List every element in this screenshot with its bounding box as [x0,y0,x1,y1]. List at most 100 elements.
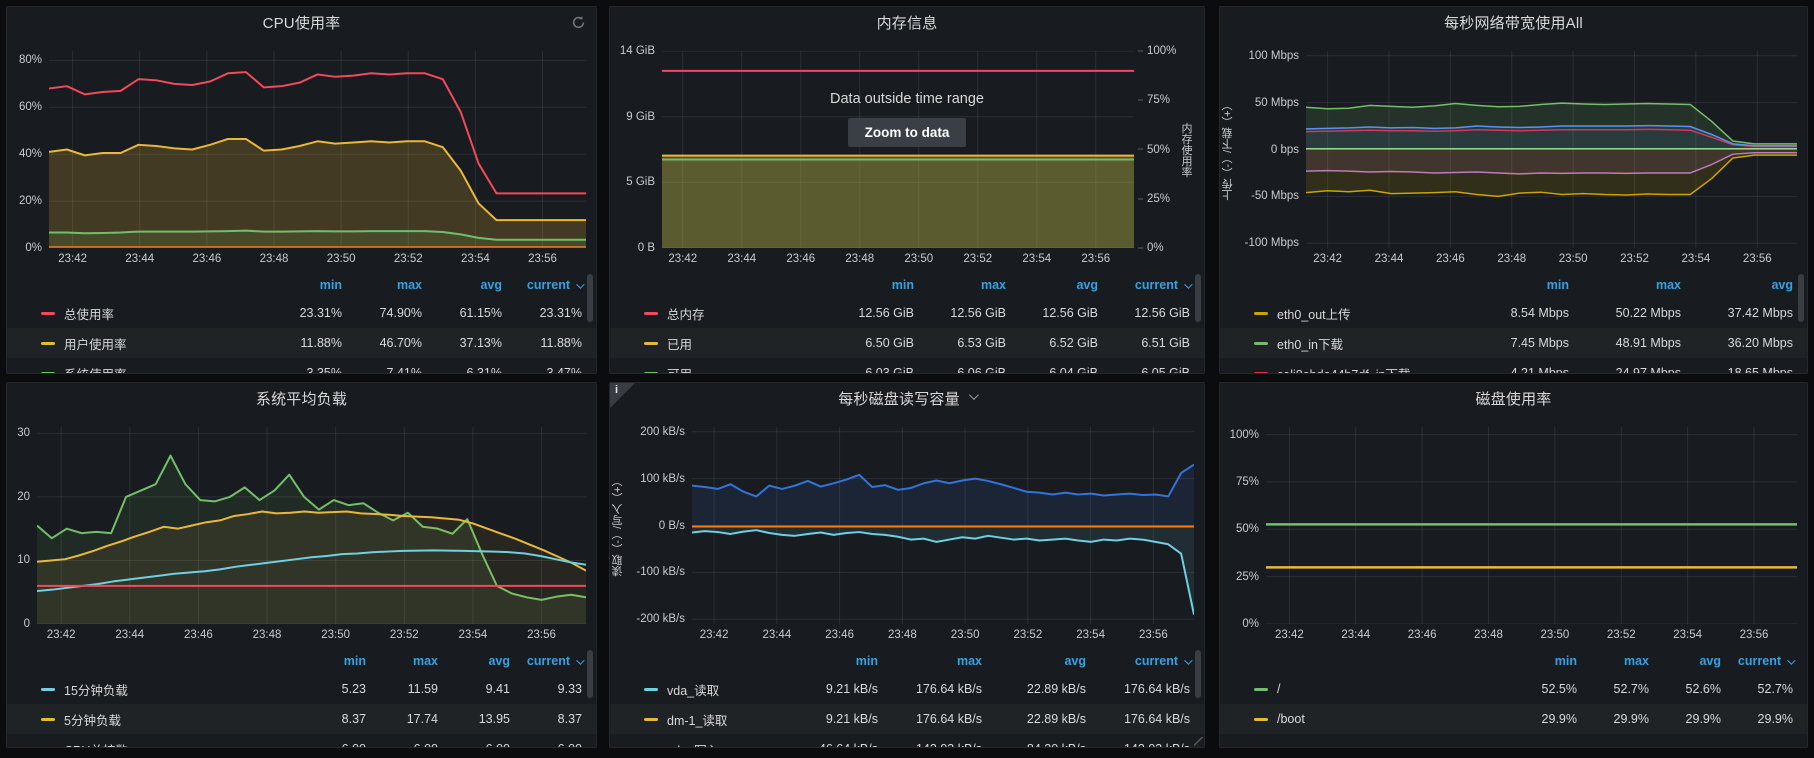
legend-sort-min[interactable]: min [891,278,914,292]
right-y-tick-label: 75% [1138,94,1170,106]
legend-row: 总内存 12.56 GiB 12.56 GiB 12.56 GiB 12.56 GiB [610,298,1204,328]
x-tick-label: 23:50 [326,253,356,265]
panel-title[interactable]: 每秒磁盘读写容量 [838,388,979,409]
legend-sort-min[interactable]: min [1546,278,1569,292]
legend-sort-current[interactable]: current [510,654,585,668]
legend-sort-current[interactable]: current [1086,654,1193,668]
series-label[interactable]: / [1277,682,1281,696]
series-label[interactable]: 总使用率 [64,307,115,322]
y-tick-label: 80% [18,54,42,67]
panel-header: 系统平均负载 [7,383,596,413]
legend-value: 24.97 Mbps [1615,366,1681,373]
legend-sort-avg[interactable]: avg [1076,278,1098,292]
legend-row: 用户使用率 11.88% 46.70% 37.13% 11.88% [7,328,596,358]
legend-value: 6.00 [438,742,510,747]
legend-scrollbar[interactable] [587,274,593,322]
series-label[interactable]: 用户使用率 [64,337,127,352]
legend-sort-max[interactable]: max [412,654,438,668]
disk-plot-area[interactable] [1266,427,1797,624]
legend-sort-max[interactable]: max [396,278,422,292]
panel-title[interactable]: CPU使用率 [262,14,341,32]
diskio-plot-area[interactable] [692,427,1194,624]
legend-value: 9.21 kB/s [825,712,878,726]
series-label[interactable]: 已用 [667,337,693,352]
refresh-icon[interactable] [571,15,586,30]
series-label[interactable]: 总内存 [667,307,705,322]
panel-title[interactable]: 系统平均负载 [255,390,348,408]
cpu-legend: min max avg current 总使用率 23.31% 74.90% 61.15% 23… [7,272,596,373]
legend-value: 52.7% [1757,682,1793,696]
legend-sort-current[interactable]: current [502,278,585,292]
legend-value: 6.06 GiB [957,366,1006,373]
panel-network-bandwidth: 每秒网络带宽使用All 上传（-）/下载（+） -100 Mbps -50 Mbps… [1219,6,1808,374]
x-tick-label: 23:44 [125,253,155,265]
cpu-plot-area[interactable] [49,51,586,248]
legend-sort-current[interactable]: current [1721,654,1796,668]
x-tick-label: 23:46 [192,253,222,265]
series-label[interactable]: eth0_in下载 [1277,337,1344,352]
y-tick-label: 50% [1235,523,1259,536]
x-tick-label: 23:54 [458,629,488,641]
x-tick-label: 23:42 [1313,253,1342,265]
legend-value: 23.31% [539,306,582,320]
legend-sort-avg[interactable]: avg [480,278,502,292]
legend-value: 7.45 Mbps [1510,336,1569,350]
y-tick-label: 25% [1235,570,1259,583]
series-label[interactable]: /boot [1277,712,1305,726]
series-label[interactable]: CPU总核数 [64,740,294,748]
load-chart: 0 10 20 30 23:42 23:44 23:46 23:48 23:50 23:52 23:… [7,413,596,648]
legend-scrollbar[interactable] [587,650,593,698]
y-tick-label: 100 Mbps [1248,49,1299,62]
series-color-swatch [1254,311,1268,315]
series-label[interactable]: cali8ebda44b7df_in下载 [1277,364,1457,374]
legend-sort-avg[interactable]: avg [488,654,510,668]
series-label[interactable]: 5分钟负载 [64,713,121,728]
series-label[interactable]: 15分钟负载 [64,683,128,698]
panel-title[interactable]: 磁盘使用率 [1475,390,1552,408]
series-label[interactable]: 系统使用率 [64,364,262,374]
panel-resize-handle[interactable] [1194,737,1204,747]
legend-sort-max[interactable]: max [1655,278,1681,292]
x-tick-label: 23:44 [115,629,145,641]
legend-scrollbar[interactable] [1798,274,1804,322]
legend-sort-max[interactable]: max [956,654,982,668]
legend-value: 12.56 GiB [1134,306,1190,320]
x-tick-label: 23:42 [46,629,76,641]
data-outside-range-overlay: Data outside time range Zoom to data [830,91,984,147]
series-label[interactable]: eth0_out上传 [1277,307,1351,322]
panel-title[interactable]: 每秒网络带宽使用All [1444,14,1583,32]
series-color-swatch [644,717,658,721]
legend-sort-avg[interactable]: avg [1699,654,1721,668]
legend-sort-avg[interactable]: avg [1771,278,1793,292]
legend-sort-min[interactable]: min [855,654,878,668]
series-label[interactable]: 可用 [667,364,822,374]
legend-sort-max[interactable]: max [980,278,1006,292]
zoom-to-data-button[interactable]: Zoom to data [847,118,967,147]
legend-value: 11.59 [407,682,438,696]
series-label[interactable]: vda_写入 [667,740,774,748]
legend-sort-min[interactable]: min [319,278,342,292]
network-plot-area[interactable] [1306,51,1797,248]
panel-title[interactable]: 内存信息 [876,14,938,32]
x-tick-label: 23:48 [845,253,875,265]
series-label[interactable]: dm-1_读取 [667,713,728,728]
legend-value: 3.35% [306,366,342,373]
legend-scrollbar[interactable] [1195,274,1201,322]
memory-plot-area[interactable] [662,51,1134,248]
y-tick-label: -100 kB/s [636,566,685,579]
legend-value: 36.20 Mbps [1727,336,1793,350]
legend-sort-min[interactable]: min [1554,654,1577,668]
right-y-axis-label: 内存使用率 [1180,122,1192,177]
y-axis-label: 读取（-）/写入（+） [612,474,624,577]
y-tick-label: 5 GiB [626,176,655,189]
y-tick-label: 0 B [637,242,655,254]
legend-sort-min[interactable]: min [343,654,366,668]
load-plot-area[interactable] [37,427,586,624]
legend-scrollbar[interactable] [1195,650,1201,698]
series-label[interactable]: vda_读取 [667,683,720,698]
legend-sort-max[interactable]: max [1623,654,1649,668]
legend-sort-avg[interactable]: avg [1064,654,1086,668]
legend-row: vda_写入46.64 kB/s142.93 kB/s84.20 kB/s142… [610,734,1204,747]
legend-sort-current[interactable]: current [1098,278,1193,292]
panel-system-load: 系统平均负载 0 10 20 30 23:42 23:44 23:46 23:48 23:50 2… [6,382,597,748]
